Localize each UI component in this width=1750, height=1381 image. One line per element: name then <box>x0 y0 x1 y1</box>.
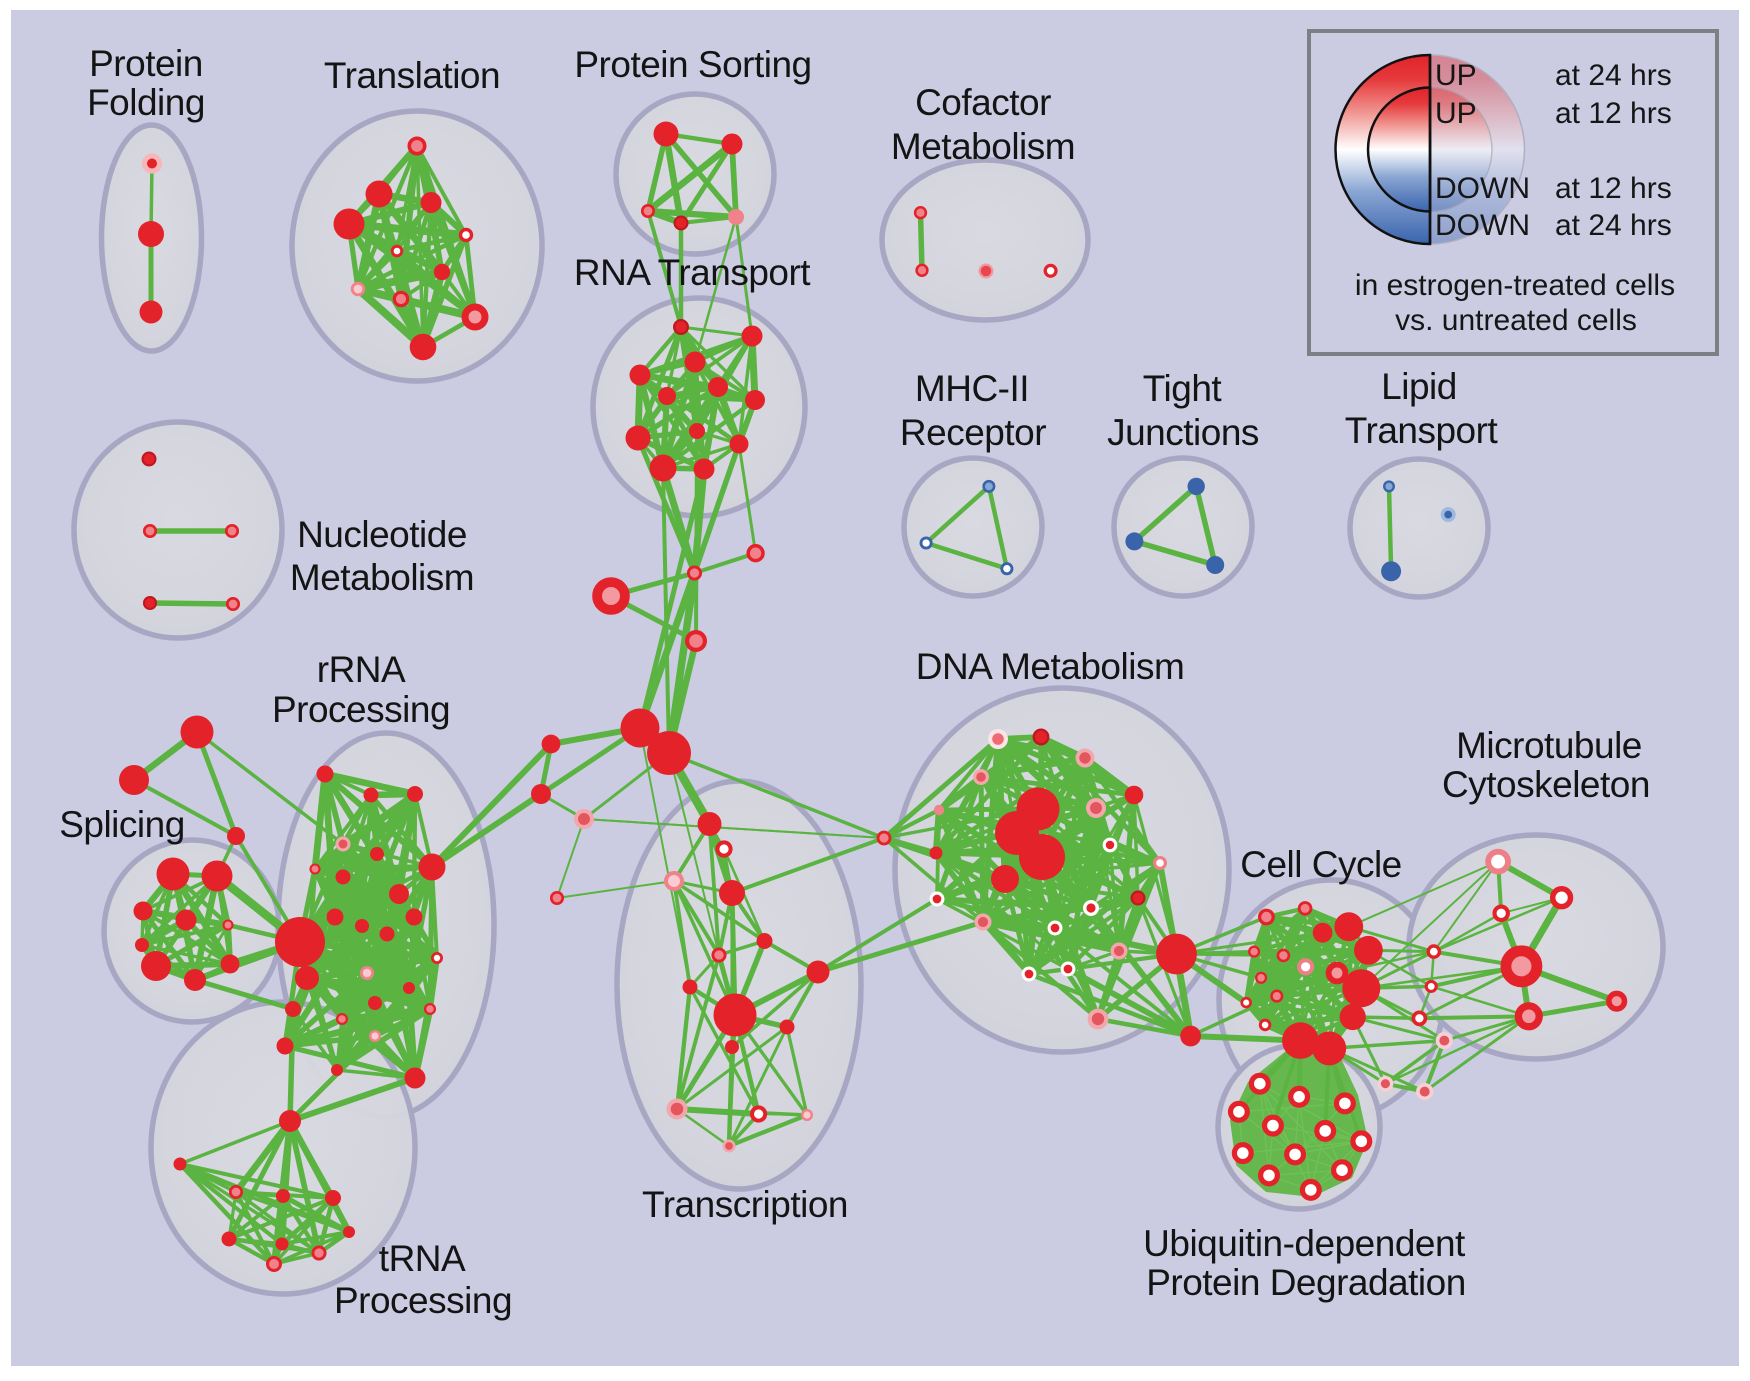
svg-text:DNA Metabolism: DNA Metabolism <box>916 646 1185 687</box>
svg-text:Protein Degradation: Protein Degradation <box>1146 1262 1466 1303</box>
svg-text:at 24 hrs: at 24 hrs <box>1555 209 1672 242</box>
svg-text:Transport: Transport <box>1345 410 1499 451</box>
svg-text:tRNA: tRNA <box>379 1238 466 1279</box>
svg-text:Folding: Folding <box>87 82 205 123</box>
svg-text:Metabolism: Metabolism <box>290 557 474 598</box>
svg-text:Nucleotide: Nucleotide <box>297 514 467 555</box>
svg-text:vs. untreated cells: vs. untreated cells <box>1395 304 1637 337</box>
svg-text:Splicing: Splicing <box>59 804 185 845</box>
svg-text:Transcription: Transcription <box>642 1184 848 1225</box>
svg-text:Processing: Processing <box>272 689 450 730</box>
svg-text:Cofactor: Cofactor <box>915 82 1051 123</box>
svg-text:Processing: Processing <box>334 1280 512 1321</box>
svg-text:rRNA: rRNA <box>317 649 406 690</box>
svg-text:Protein Sorting: Protein Sorting <box>574 44 811 85</box>
svg-text:DOWN: DOWN <box>1435 209 1530 242</box>
svg-text:Cell Cycle: Cell Cycle <box>1240 844 1402 885</box>
svg-text:Protein: Protein <box>89 43 203 84</box>
svg-text:at 12 hrs: at 12 hrs <box>1555 97 1672 130</box>
svg-text:Lipid: Lipid <box>1381 366 1457 407</box>
svg-text:Translation: Translation <box>324 55 500 96</box>
svg-text:MHC-II: MHC-II <box>915 368 1029 409</box>
svg-text:in estrogen-treated cells: in estrogen-treated cells <box>1355 269 1675 302</box>
svg-text:Metabolism: Metabolism <box>891 126 1075 167</box>
svg-text:Cytoskeleton: Cytoskeleton <box>1442 764 1650 805</box>
svg-text:at 24 hrs: at 24 hrs <box>1555 59 1672 92</box>
svg-text:UP: UP <box>1435 59 1477 92</box>
svg-text:Microtubule: Microtubule <box>1456 725 1642 766</box>
svg-text:Receptor: Receptor <box>900 412 1046 453</box>
svg-text:Junctions: Junctions <box>1107 412 1259 453</box>
svg-text:RNA Transport: RNA Transport <box>574 252 811 293</box>
svg-text:Tight: Tight <box>1143 368 1223 409</box>
svg-text:DOWN: DOWN <box>1435 172 1530 205</box>
svg-text:at 12 hrs: at 12 hrs <box>1555 172 1672 205</box>
svg-text:Ubiquitin-dependent: Ubiquitin-dependent <box>1143 1223 1466 1264</box>
svg-text:UP: UP <box>1435 97 1477 130</box>
